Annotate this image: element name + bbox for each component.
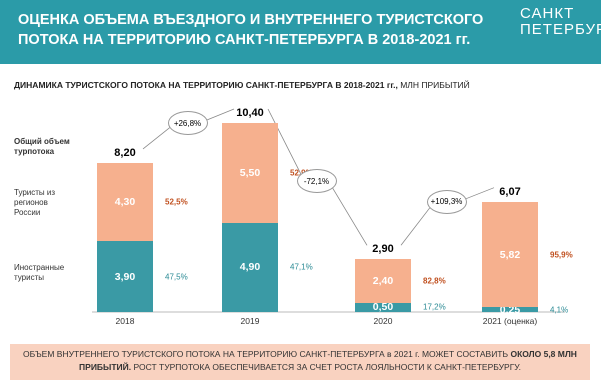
total-label: 6,07 — [499, 185, 521, 198]
bar — [222, 123, 278, 223]
growth-label: +109,3% — [426, 189, 467, 214]
total-label: 10,40 — [236, 107, 264, 119]
units: МЛН ПРИБЫТИЙ — [400, 80, 470, 90]
bar — [482, 307, 538, 312]
footer-bold: ОКОЛО 5,8 МЛН ПРИБЫТИЙ. — [79, 349, 577, 372]
share-label: 4,1% — [550, 305, 569, 315]
chart-title: ДИНАМИКА ТУРИСТСКОГО ПОТОКА НА ТЕРРИТОРИ… — [14, 80, 470, 90]
total-label: 8,20 — [114, 146, 136, 159]
segment-label: 4,90 — [239, 261, 261, 274]
segment-label: 4,30 — [114, 196, 136, 209]
bar — [482, 201, 538, 308]
row-label: Общий объем турпотока — [14, 136, 70, 156]
share-label: 95,9% — [550, 250, 573, 260]
share-label: 17,2% — [423, 302, 446, 312]
segment-label: 3,90 — [114, 270, 136, 283]
row-label: Иностранные туристы — [14, 262, 65, 282]
growth-label: +26,8% — [167, 111, 208, 135]
share-label: 52,5% — [165, 197, 188, 207]
total-label: 2,90 — [372, 243, 394, 256]
segment-label: 2,40 — [372, 275, 394, 288]
header-title: ОЦЕНКА ОБЪЕМА ВЪЕЗДНОГО И ВНУТРЕННЕГО ТУ… — [18, 12, 484, 48]
bar — [355, 259, 411, 303]
x-tick-label: 2021 (оценка) — [482, 316, 538, 326]
subtitle: ДИНАМИКА ТУРИСТСКОГО ПОТОКА НА ТЕРРИТОРИ… — [14, 80, 398, 90]
bar — [97, 241, 153, 312]
segment-label: 0,50 — [372, 301, 394, 314]
bar — [222, 222, 278, 312]
row-label: Туристы из регионов России — [14, 188, 56, 218]
segment-label: 5,82 — [499, 248, 521, 261]
x-tick-label: 2019 — [240, 316, 260, 326]
share-label: 82,8% — [423, 276, 446, 286]
share-label: 47,5% — [165, 272, 188, 282]
connector — [400, 201, 435, 246]
x-tick-label: 2018 — [115, 316, 135, 326]
growth-label: -72,1% — [296, 169, 337, 194]
connector — [328, 180, 368, 246]
header-band — [0, 0, 601, 64]
footer-text: ОБЪЕМ ВНУТРЕННЕГО ТУРИСТСКОГО ПОТОКА НА … — [23, 349, 509, 359]
footer-text: РОСТ ТУРПОТОКА ОБЕСПЕЧИВАЕТСЯ ЗА СЧЕТ РО… — [133, 362, 521, 372]
bar — [97, 162, 153, 242]
share-label: 47,1% — [290, 262, 313, 272]
footer: ОБЪЕМ ВНУТРЕННЕГО ТУРИСТСКОГО ПОТОКА НА … — [10, 344, 590, 380]
segment-label: 5,50 — [239, 166, 261, 179]
bar — [355, 302, 411, 312]
logo: САНКТ ПЕТЕРБУРГ — [520, 5, 601, 38]
x-tick-label: 2020 — [373, 316, 393, 326]
connector — [267, 108, 305, 182]
